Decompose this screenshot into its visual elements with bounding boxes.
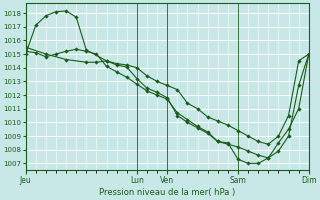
X-axis label: Pression niveau de la mer( hPa ): Pression niveau de la mer( hPa ) (99, 188, 235, 197)
